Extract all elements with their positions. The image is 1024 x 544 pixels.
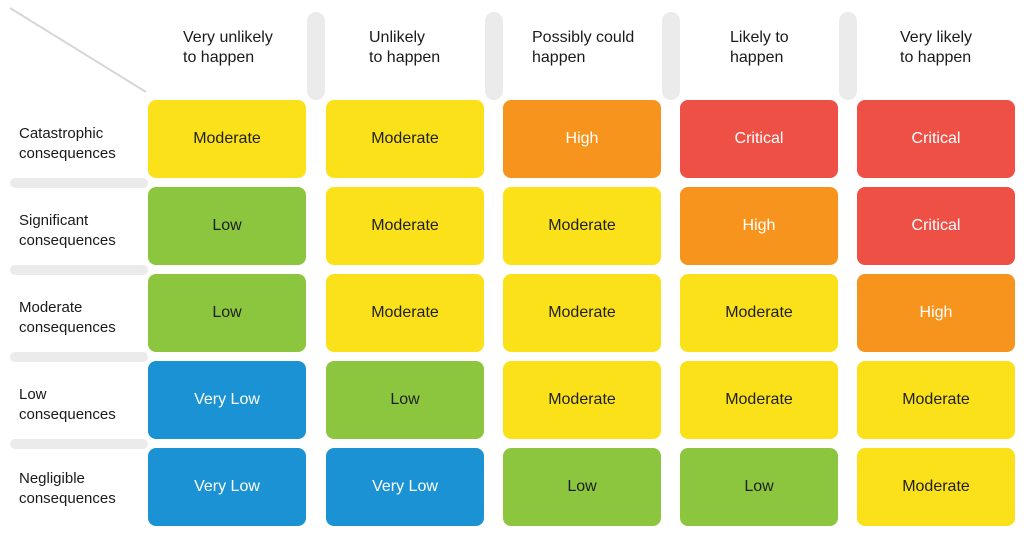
header-line: Unlikely [369, 29, 426, 46]
risk-cell: Moderate [680, 361, 838, 439]
header-line: to happen [900, 49, 972, 66]
header-line: Very likely [900, 29, 973, 46]
risk-cell-label: Critical [734, 130, 784, 147]
column-separator [307, 12, 325, 100]
header-line: Negligible [19, 470, 85, 487]
risk-cell: Moderate [503, 187, 661, 265]
column-separator [839, 12, 857, 100]
risk-cell-label: Critical [911, 130, 961, 147]
risk-cell: Low [148, 187, 306, 265]
header-line: consequences [19, 490, 116, 507]
risk-cell: High [503, 100, 661, 178]
risk-cell: Low [326, 361, 484, 439]
header-line: consequences [19, 406, 116, 423]
row-separator [10, 352, 148, 362]
risk-cell: Moderate [326, 274, 484, 352]
header-line: Very unlikely [183, 29, 273, 46]
risk-cell-label: Moderate [371, 130, 439, 147]
risk-cell-label: Very Low [372, 478, 438, 495]
risk-cell: Moderate [680, 274, 838, 352]
risk-cell-label: Moderate [371, 304, 439, 321]
risk-cell-label: Moderate [193, 130, 261, 147]
risk-cell: Very Low [148, 448, 306, 526]
header-line: to happen [369, 49, 441, 66]
header-line: Low [19, 386, 47, 403]
header-line: consequences [19, 232, 116, 249]
row-header: Significant consequences [19, 211, 147, 251]
risk-cell-label: Low [212, 304, 242, 321]
column-header: Possibly could happen [532, 28, 682, 68]
risk-cell: Low [148, 274, 306, 352]
column-header: Very unlikely to happen [183, 28, 333, 68]
row-header: Moderate consequences [19, 298, 147, 338]
header-line: happen [532, 49, 586, 66]
risk-cell: Low [503, 448, 661, 526]
risk-cell: Moderate [326, 187, 484, 265]
risk-cell: Critical [857, 100, 1015, 178]
column-separator [485, 12, 503, 100]
header-line: consequences [19, 319, 116, 336]
risk-cell: Moderate [857, 448, 1015, 526]
row-header: Negligible consequences [19, 469, 147, 509]
column-header: Unlikely to happen [369, 28, 519, 68]
row-header: Catastrophic consequences [19, 124, 147, 164]
risk-cell-label: Very Low [194, 391, 260, 408]
risk-cell: Critical [680, 100, 838, 178]
column-separator [662, 12, 680, 100]
row-separator [10, 178, 148, 188]
risk-cell-label: High [742, 217, 776, 234]
risk-cell-label: Low [567, 478, 597, 495]
risk-cell: Moderate [503, 274, 661, 352]
column-header: Very likely to happen [900, 28, 1024, 68]
header-line: Moderate [19, 299, 83, 316]
risk-cell-label: Moderate [548, 391, 616, 408]
header-line: Likely to [730, 29, 789, 46]
risk-cell-label: Moderate [548, 217, 616, 234]
risk-cell: Very Low [326, 448, 484, 526]
row-header: Low consequences [19, 385, 147, 425]
risk-cell-label: Low [212, 217, 242, 234]
header-line: Significant [19, 212, 89, 229]
risk-cell: Very Low [148, 361, 306, 439]
row-separator [10, 439, 148, 449]
risk-cell: High [857, 274, 1015, 352]
header-line: Catastrophic [19, 125, 104, 142]
risk-cell-label: Moderate [902, 391, 970, 408]
corner-diagonal-line [9, 7, 147, 93]
header-line: to happen [183, 49, 255, 66]
header-line: consequences [19, 145, 116, 162]
risk-cell-label: Very Low [194, 478, 260, 495]
risk-cell: Moderate [857, 361, 1015, 439]
risk-cell: Low [680, 448, 838, 526]
risk-cell-label: Moderate [725, 391, 793, 408]
risk-cell-label: Moderate [371, 217, 439, 234]
risk-cell-label: Moderate [548, 304, 616, 321]
risk-cell-label: Low [390, 391, 420, 408]
risk-cell: Critical [857, 187, 1015, 265]
risk-cell-label: High [919, 304, 953, 321]
header-line: Possibly could [532, 29, 635, 46]
row-separator [10, 265, 148, 275]
risk-cell-label: Moderate [902, 478, 970, 495]
risk-cell: Moderate [326, 100, 484, 178]
risk-cell-label: Low [744, 478, 774, 495]
risk-cell-label: High [565, 130, 599, 147]
column-header: Likely to happen [730, 28, 880, 68]
risk-cell: Moderate [148, 100, 306, 178]
risk-cell-label: Critical [911, 217, 961, 234]
risk-cell-label: Moderate [725, 304, 793, 321]
risk-cell: Moderate [503, 361, 661, 439]
header-line: happen [730, 49, 784, 66]
risk-cell: High [680, 187, 838, 265]
